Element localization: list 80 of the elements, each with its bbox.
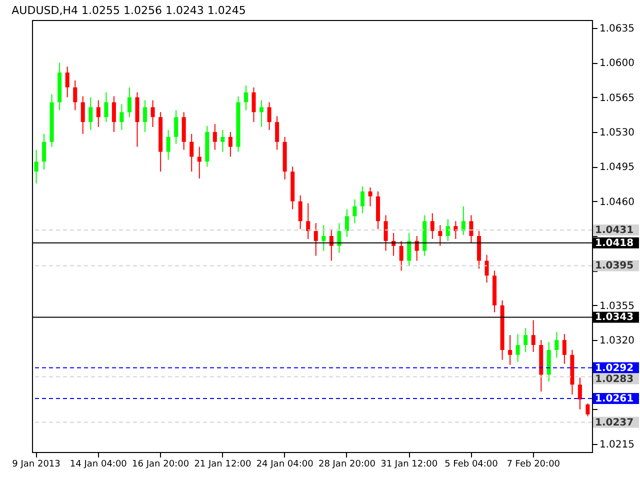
- candlestick: [399, 240, 404, 272]
- candlestick: [322, 224, 326, 252]
- candlestick: [384, 214, 388, 252]
- x-tick-label: 16 Jan 20:00: [132, 460, 190, 470]
- ref-line-label: 1.0395: [595, 260, 634, 272]
- x-tick-label: 28 Jan 20:00: [318, 460, 376, 470]
- x-tick-label: 24 Jan 04:00: [256, 460, 314, 470]
- candlestick: [516, 334, 520, 362]
- y-tick-label: 1.0460: [600, 196, 634, 208]
- candlestick: [352, 198, 357, 224]
- candlestick: [314, 222, 318, 256]
- candlestick: [344, 208, 349, 238]
- y-tick-label: 1.0600: [600, 58, 634, 70]
- candlestick: [228, 131, 232, 158]
- candlestick: [112, 96, 116, 132]
- ref-line-label: 1.0343: [595, 312, 634, 324]
- y-tick-label: 1.0635: [600, 23, 634, 34]
- candlestick: [524, 328, 528, 352]
- candlestick: [508, 334, 512, 366]
- candlestick: [554, 332, 559, 358]
- candlestick: [407, 232, 412, 266]
- ref-line-label: 1.0418: [595, 238, 634, 249]
- candlestick: [337, 222, 342, 254]
- ref-line-label: 1.0292: [595, 362, 634, 374]
- candlestick: [562, 334, 566, 364]
- candlestick: [484, 254, 489, 284]
- candlestick: [446, 218, 450, 242]
- y-tick-label: 1.0565: [600, 92, 634, 104]
- candlestick: [306, 202, 310, 240]
- candlestick: [143, 100, 148, 132]
- candlestick: [275, 116, 280, 150]
- candlestick: [166, 129, 170, 160]
- candlestick: [430, 212, 434, 240]
- candlestick: [104, 92, 108, 123]
- x-tick-label: 14 Jan 04:00: [70, 460, 128, 470]
- candlestick: [360, 186, 364, 214]
- candlestick: [368, 186, 372, 207]
- candlestick: [267, 102, 272, 130]
- y-tick-label: 1.0530: [600, 127, 634, 138]
- candlestick: [469, 214, 474, 244]
- candlestick: [212, 124, 217, 150]
- candlestick: [88, 96, 93, 130]
- candlestick: [42, 133, 46, 170]
- ref-line-label: 1.0283: [595, 374, 634, 385]
- candlestick: [73, 80, 78, 111]
- candlestick: [197, 146, 202, 180]
- y-tick-label: 1.0495: [600, 162, 634, 174]
- x-tick-label: 5 Feb 04:00: [444, 460, 498, 470]
- candlestick: [578, 377, 582, 410]
- y-tick-label: 1.0355: [600, 300, 634, 312]
- candlestick: [127, 86, 132, 118]
- candlestick: [260, 100, 264, 128]
- y-tick-label: 1.0320: [600, 336, 634, 347]
- y-tick-label: 1.0215: [600, 440, 634, 451]
- candlestick: [190, 133, 194, 172]
- ref-line-label: 1.0237: [595, 417, 634, 428]
- candlestick: [586, 402, 590, 417]
- candlestick: [80, 96, 85, 134]
- candlestick: [438, 224, 442, 246]
- candlestick: [65, 66, 70, 98]
- x-tick-label: 7 Feb 20:00: [506, 460, 560, 470]
- candlestick: [461, 206, 466, 236]
- candlestick: [298, 194, 302, 230]
- candlestick: [96, 100, 100, 128]
- ref-line-label: 1.0431: [595, 225, 634, 236]
- candlestick: [150, 100, 155, 128]
- candlestick: [329, 228, 334, 262]
- ref-line-label: 1.0261: [595, 393, 634, 404]
- x-tick-label: 31 Jan 12:00: [380, 460, 438, 470]
- x-tick-label: 21 Jan 12:00: [194, 460, 252, 470]
- candlestick: [414, 236, 419, 262]
- candlestick: [34, 149, 38, 184]
- candlestick: [531, 320, 536, 352]
- x-tick-label: 9 Jan 2013: [12, 460, 60, 470]
- candlestick: [220, 129, 225, 152]
- chart-title: AUDUSD,H4 1.0255 1.0256 1.0243 1.0245: [12, 4, 246, 17]
- candlestick: [174, 110, 178, 144]
- candlestick: [244, 84, 248, 111]
- candlestick: [120, 104, 124, 130]
- candlestick: [252, 86, 256, 123]
